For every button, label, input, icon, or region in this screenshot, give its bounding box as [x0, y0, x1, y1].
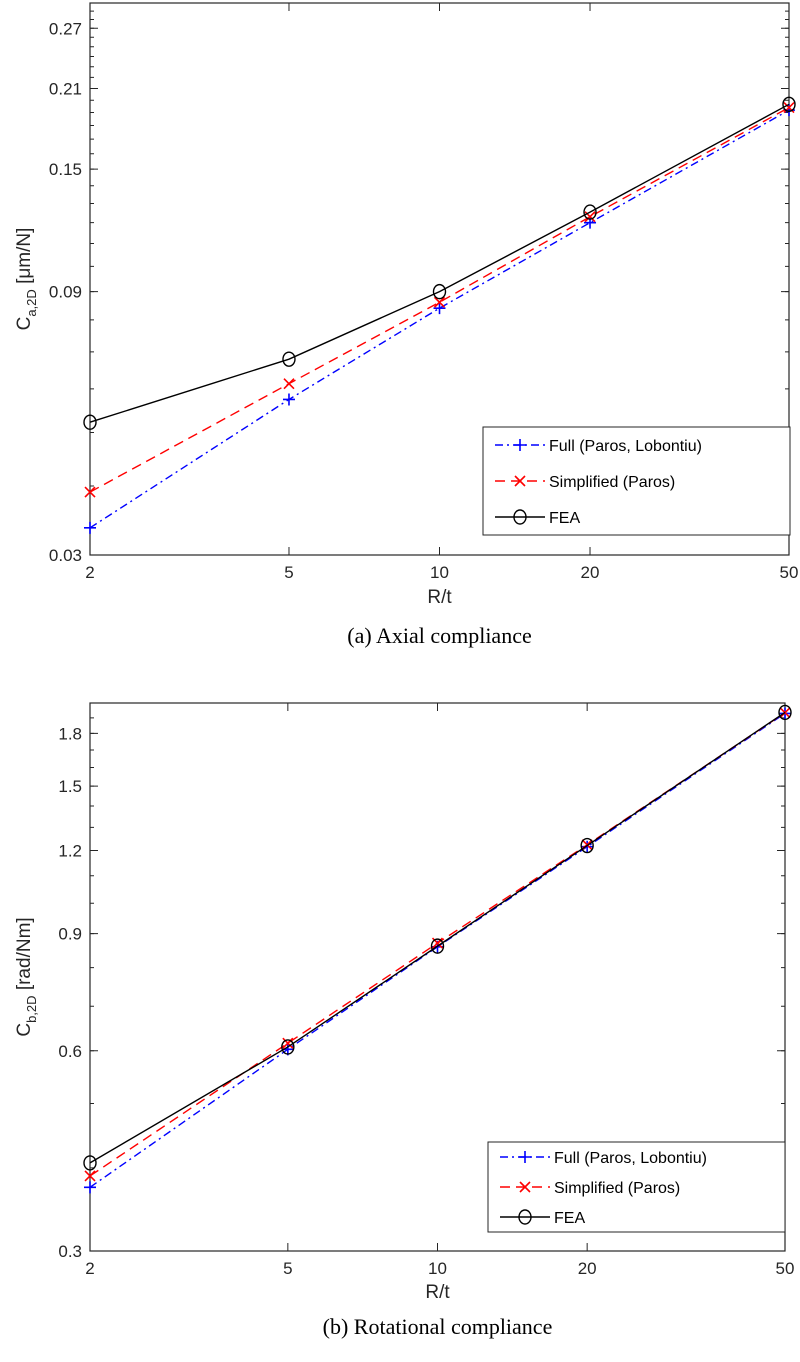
y-label-sub: b,2D: [24, 995, 39, 1022]
data-point: [83, 1155, 97, 1171]
y-tick-label: 0.03: [49, 546, 82, 565]
legend-label: Simplified (Paros): [549, 474, 675, 491]
legend-marker: [519, 1151, 531, 1163]
x-tick-label: 10: [430, 563, 449, 582]
data-point: [580, 837, 594, 854]
x-tick-label: 2: [85, 563, 94, 582]
data-point: [282, 1037, 294, 1049]
legend-marker: [519, 1181, 531, 1193]
y-axis-label: Cb,2D [rad/Nm]: [14, 917, 39, 1036]
y-label-unit: [μm/N]: [14, 228, 35, 290]
x-axis-label: R/t: [425, 1282, 450, 1303]
legend-marker: [518, 1209, 532, 1225]
y-tick-label: 1.2: [58, 842, 82, 861]
y-tick-label: 1.8: [58, 724, 82, 743]
legend-label: Simplified (Paros): [554, 1180, 680, 1197]
legend-label: FEA: [549, 510, 580, 527]
data-point: [782, 96, 796, 113]
data-point: [282, 393, 295, 406]
legend-label: Full (Paros, Lobontiu): [549, 438, 702, 455]
series-circle: [83, 704, 792, 1171]
x-axis-label: R/t: [427, 587, 452, 608]
chart-rotational: 2 5 10 20 50 0.3 0.6 0.9 1.2 1.5 1.8 R/t Cb,2D [rad/…: [14, 702, 795, 1339]
figure-caption: (b) Rotational compliance: [323, 1314, 553, 1339]
y-tick-label: 0.9: [58, 925, 82, 944]
legend: Full (Paros, Lobontiu) Simplified (Paros)…: [487, 1141, 786, 1233]
series-circle: [83, 96, 796, 430]
figure-caption: (a) Axial compliance: [347, 623, 531, 648]
data-point: [433, 302, 446, 315]
data-point: [282, 351, 296, 367]
x-tick-label: 5: [283, 1259, 292, 1278]
series-line: [89, 106, 790, 493]
data-point: [84, 1181, 96, 1194]
x-tick-label: 10: [428, 1259, 447, 1278]
data-point: [84, 486, 96, 498]
x-tick-label: 50: [780, 563, 799, 582]
y-label-unit: [rad/Nm]: [14, 917, 35, 995]
y-axis-label: Ca,2D [μm/N]: [14, 228, 39, 331]
y-tick-label: 0.27: [49, 19, 82, 38]
data-point: [432, 283, 447, 300]
x-tick-label: 50: [776, 1259, 795, 1278]
legend-marker: [514, 439, 526, 451]
series-line: [89, 103, 790, 423]
x-tick-label: 20: [581, 563, 600, 582]
data-point: [84, 521, 96, 534]
y-tick-label: 0.21: [49, 80, 82, 99]
series-line: [89, 711, 786, 1164]
legend-marker: [513, 509, 527, 525]
y-tick-label: 0.6: [58, 1042, 82, 1061]
series-line: [89, 109, 790, 529]
data-point: [433, 296, 446, 308]
y-label-main: C: [14, 1023, 35, 1037]
y-tick-label: 0.3: [58, 1242, 82, 1261]
x-tick-label: 2: [85, 1259, 94, 1278]
data-point: [778, 704, 792, 721]
data-point: [83, 414, 97, 430]
y-tick-label: 0.15: [49, 160, 82, 179]
y-label-main: C: [14, 317, 35, 331]
data-point: [430, 938, 445, 954]
x-tick-label: 20: [578, 1259, 597, 1278]
data-point: [583, 204, 597, 220]
data-point: [84, 1170, 96, 1182]
x-tick-label: 5: [284, 563, 293, 582]
y-tick-label: 0.09: [49, 283, 82, 302]
legend-label: FEA: [554, 1210, 585, 1227]
legend-marker: [514, 475, 526, 487]
y-tick-label: 1.5: [58, 777, 82, 796]
legend-label: Full (Paros, Lobontiu): [554, 1150, 707, 1167]
data-point: [283, 378, 295, 390]
data-point: [281, 1039, 295, 1055]
y-label-sub: a,2D: [24, 289, 39, 316]
chart-axial: 2 5 10 20 50 0.03 0.09 0.15 0.21 0.27 R/t Ca,2D [μm…: [14, 2, 799, 648]
legend: Full (Paros, Lobontiu) Simplified (Paros)…: [482, 426, 791, 536]
